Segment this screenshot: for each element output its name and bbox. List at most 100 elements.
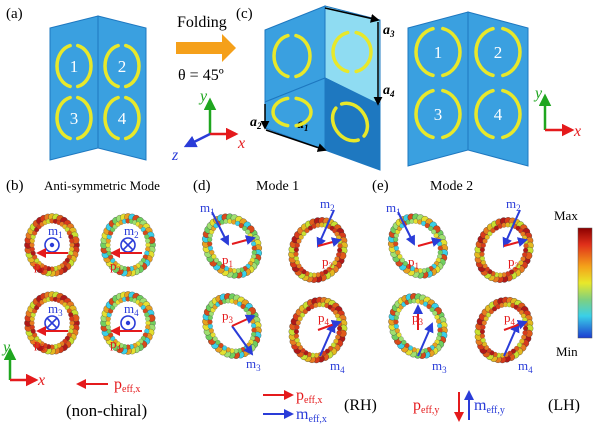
ring-a-3 xyxy=(55,95,93,141)
m-arrow-e-2 xyxy=(502,209,521,248)
m-label-d-2: m2 xyxy=(320,196,335,213)
panel-sheet-right xyxy=(97,15,147,161)
front-sheet-right xyxy=(467,11,529,167)
m-arrow-d-1 xyxy=(211,211,229,246)
ring-a-2 xyxy=(103,43,141,89)
ring-number-c-4: 4 xyxy=(494,105,503,124)
p-label-b-4: p4 xyxy=(110,336,122,353)
legend-d: peff,x meff,x (RH) xyxy=(263,387,377,425)
m-label-d-1: m1 xyxy=(200,200,215,217)
field-ring-d-1 xyxy=(201,213,262,279)
p-arrow-e-2 xyxy=(503,237,528,247)
p-label-e-4: p4 xyxy=(504,310,516,327)
p-arrow-d-4 xyxy=(317,320,342,331)
svg-text:y: y xyxy=(533,85,543,102)
p-label-d-4: p4 xyxy=(318,310,330,327)
m-label-e-3: m3 xyxy=(432,358,447,375)
front-sheet-left xyxy=(407,11,469,167)
m-label-b-4: m4 xyxy=(124,301,139,318)
legend-peffy-e: peff,y xyxy=(413,397,439,416)
ring-a-1 xyxy=(55,43,93,89)
legend-peffx-b: peff,x xyxy=(114,376,140,395)
svg-text:x: x xyxy=(37,372,45,389)
colorbar: Max Min xyxy=(554,208,593,359)
field-ring-e-3 xyxy=(388,293,448,359)
ring-number-a-4: 4 xyxy=(118,109,127,128)
ring-cube-1 xyxy=(272,33,312,79)
svg-text:x: x xyxy=(573,123,581,140)
axis-x-label: x xyxy=(237,135,245,152)
p-label-b-2: p2 xyxy=(110,258,121,275)
m-arrow-e-1 xyxy=(397,211,415,246)
panel-label-c: (c) xyxy=(236,6,253,22)
dynamic-elements: 1 2 3 4 1 2 3 4 m1 p1 m2 p2 m3 p3 m4 p4 m1 p1 m2 p2 m3 p3 m4 p4… xyxy=(24,26,534,375)
field-ring-b-2 xyxy=(100,213,156,277)
field-ring-d-2 xyxy=(288,217,348,283)
axis-z-label: z xyxy=(171,147,179,164)
axes-xy-c: y x xyxy=(533,85,581,140)
p-label-e-1: p1 xyxy=(408,254,419,271)
p-label-e-3: p3 xyxy=(412,310,424,327)
ring-cube-3 xyxy=(271,96,313,128)
axes-xyz: y x z xyxy=(171,88,245,164)
field-ring-e-2 xyxy=(474,217,534,283)
front-view-structure xyxy=(407,11,529,167)
legend-meffy-e: meff,y xyxy=(474,397,505,416)
axis-y-label: y xyxy=(198,88,208,105)
m-arrow-d-3 xyxy=(231,325,254,356)
mode-title-b: Anti-symmetric Mode xyxy=(44,178,160,193)
folding-angle: θ = 45º xyxy=(178,67,224,84)
m-arrow-e-3 xyxy=(417,322,434,357)
mode-title-e: Mode 2 xyxy=(430,179,473,194)
mode-title-d: Mode 1 xyxy=(256,179,299,194)
field-ring-d-3 xyxy=(202,293,262,359)
field-ring-e-4 xyxy=(474,296,534,364)
ring-c-4 xyxy=(474,88,522,140)
field-ring-b-3 xyxy=(24,291,80,355)
p-label-e-2: p2 xyxy=(508,254,519,271)
p-label-d-1: p1 xyxy=(222,252,233,269)
ring-number-c-2: 2 xyxy=(494,43,503,62)
colorbar-max: Max xyxy=(554,208,578,223)
ring-number-c-1: 1 xyxy=(434,43,443,62)
colorbar-min: Min xyxy=(556,344,578,359)
vector-a3 xyxy=(324,7,380,23)
m-label-b-2: m2 xyxy=(124,223,139,240)
legend-lh: (LH) xyxy=(548,397,580,414)
ring-cube-4 xyxy=(330,101,370,143)
ring-c-3 xyxy=(414,88,462,140)
m-label-b-3: m3 xyxy=(48,301,63,318)
p-arrow-d-3 xyxy=(231,314,256,327)
field-ring-b-4 xyxy=(100,291,156,355)
ring-c-2 xyxy=(474,26,522,78)
colorbar-gradient xyxy=(577,227,593,339)
m-label-b-1: m1 xyxy=(48,223,63,240)
axes-xy-b: y x xyxy=(1,339,45,389)
legend-b: peff,x (non-chiral) xyxy=(66,376,147,420)
ring-number-c-3: 3 xyxy=(434,105,443,124)
panel-label-d: (d) xyxy=(193,178,211,194)
ring-cube-2 xyxy=(331,30,373,74)
m-in-symbol-2 xyxy=(120,237,136,253)
m-in-symbol-3 xyxy=(44,315,60,331)
m-label-e-2: m2 xyxy=(506,196,521,213)
m-arrow-d-2 xyxy=(316,209,335,248)
p-arrow-d-2 xyxy=(317,237,342,247)
p-arrow-e-4 xyxy=(503,320,528,331)
legend-meffx-d: meff,x xyxy=(296,406,327,425)
p-arrow-e-1 xyxy=(417,237,442,247)
panel-label-b: (b) xyxy=(6,178,24,194)
p-label-b-1: p1 xyxy=(34,258,45,275)
panel-label-e: (e) xyxy=(372,178,389,194)
legend-non-chiral: (non-chiral) xyxy=(66,401,147,420)
ring-number-a-2: 2 xyxy=(118,57,127,76)
label-a2: a2 xyxy=(250,115,262,131)
folded-structure xyxy=(264,5,381,171)
panel-label-a: (a) xyxy=(6,6,23,22)
m-label-d-4: m4 xyxy=(330,358,345,375)
p-label-d-2: p2 xyxy=(322,254,333,271)
ring-a-4 xyxy=(103,95,141,141)
ring-number-a-1: 1 xyxy=(70,57,79,76)
